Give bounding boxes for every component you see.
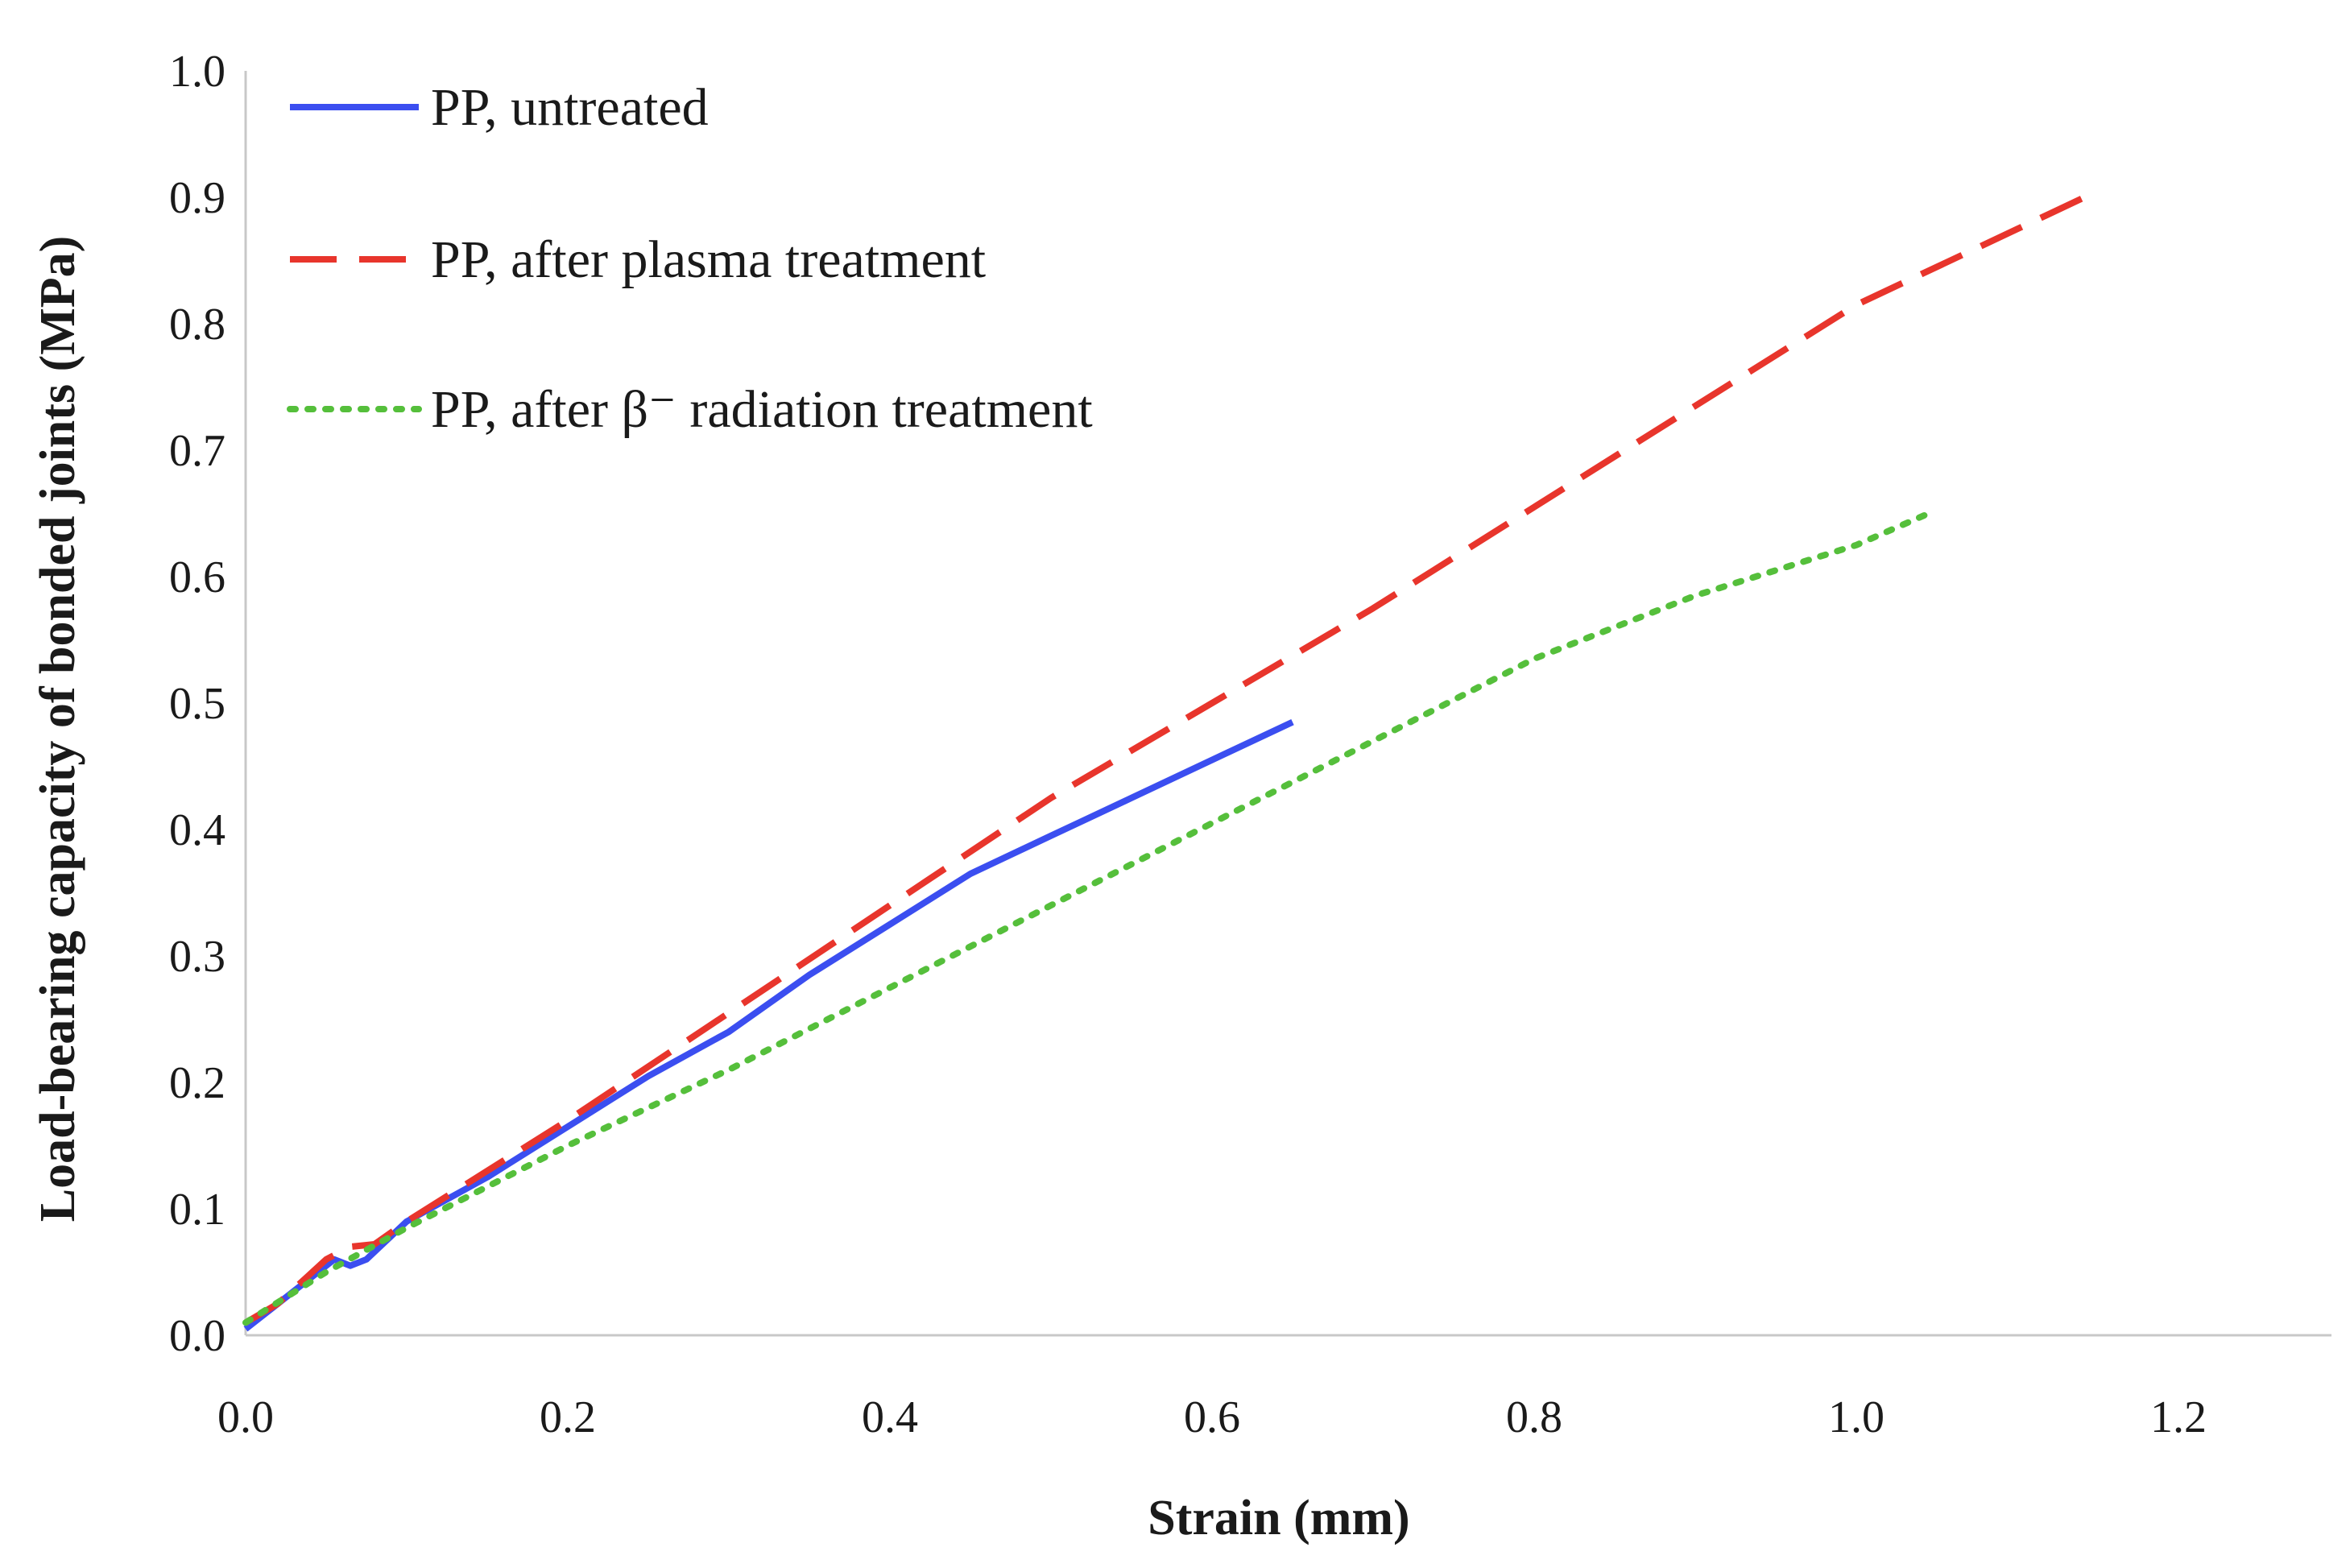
legend-label-1: PP, untreated: [431, 78, 709, 137]
y-tick-label: 0.7: [169, 426, 225, 476]
legend: PP, untreated PP, after plasma treatment P…: [287, 78, 1093, 439]
x-tick-label: 0.6: [1184, 1392, 1240, 1442]
legend-label-3: PP, after β⁻ radiation treatment: [431, 380, 1093, 439]
x-tick-label: 0.0: [217, 1392, 274, 1442]
y-tick-label: 0.8: [169, 300, 225, 350]
y-tick-label: 0.9: [169, 173, 225, 223]
y-tick-label: 0.2: [169, 1058, 225, 1108]
series-line-3: [242, 510, 1932, 1326]
y-tick-label: 0.6: [169, 552, 225, 602]
legend-label-2: PP, after plasma treatment: [431, 230, 986, 289]
x-tick-label: 0.8: [1506, 1392, 1562, 1442]
x-axis-title: Strain (mm): [1148, 1491, 1409, 1545]
series-line-2: [243, 188, 2100, 1326]
series-layer: [242, 188, 2100, 1332]
y-tick-label: 1.0: [169, 47, 225, 97]
x-tick-label: 0.4: [862, 1392, 918, 1442]
y-tick-label: 0.4: [169, 805, 225, 855]
y-axis-title: Load-bearing capacity of bonded joints (…: [31, 236, 85, 1223]
x-tick-label: 1.0: [1828, 1392, 1885, 1442]
y-tick-label: 0.0: [169, 1311, 225, 1361]
series-line-1: [243, 718, 1294, 1332]
x-tick-label: 1.2: [2150, 1392, 2207, 1442]
axes: 0.0 0.1 0.2 0.3 0.4 0.5 0.6 0.7 0.8 0.9 1.0 0.0 0.2 0…: [169, 47, 2331, 1442]
x-tick-label: 0.2: [540, 1392, 596, 1442]
y-tick-label: 0.5: [169, 679, 225, 729]
y-tick-label: 0.1: [169, 1185, 225, 1235]
y-tick-label: 0.3: [169, 932, 225, 982]
